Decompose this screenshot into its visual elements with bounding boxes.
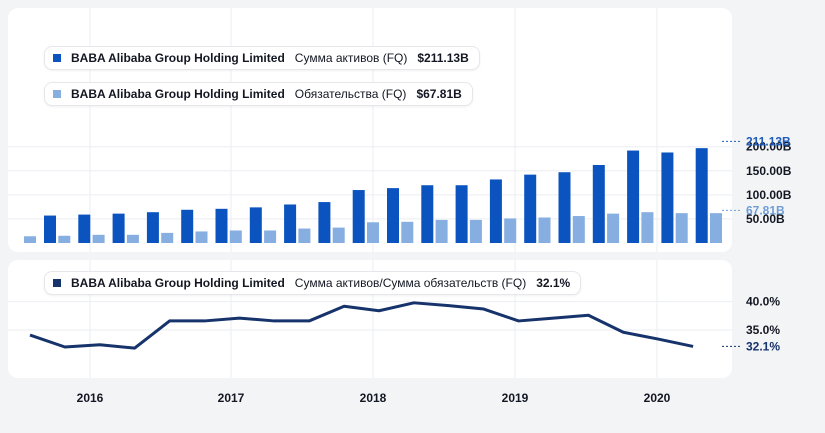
- last-value-liabilities: 67.81B: [746, 203, 785, 217]
- bar-assets-4: [181, 209, 194, 243]
- bar-assets-2: [112, 213, 125, 243]
- bar-assets-14: [524, 174, 537, 243]
- bar-assets-9: [352, 190, 365, 243]
- bar-liabilities-0: [24, 236, 36, 243]
- bar-assets-16: [592, 164, 605, 243]
- bar-assets-18: [661, 152, 674, 243]
- bar-liabilities-16: [572, 216, 585, 243]
- bar-liabilities-13: [469, 219, 482, 243]
- legend-liabilities-symbol: BABA Alibaba Group Holding Limited: [71, 87, 285, 101]
- bar-assets-11: [421, 185, 434, 243]
- xtick-1: 2017: [218, 391, 245, 405]
- bar-assets-0: [44, 215, 56, 243]
- legend-assets-symbol: BABA Alibaba Group Holding Limited: [71, 51, 285, 65]
- xtick-3: 2019: [502, 391, 529, 405]
- bar-assets-15: [558, 172, 571, 243]
- ytick-bottom-1: 40.0%: [746, 295, 780, 309]
- legend-ratio-swatch: [53, 279, 61, 287]
- bar-liabilities-18: [641, 212, 654, 243]
- last-value-assets: 211.13B: [746, 134, 791, 148]
- bar-liabilities-6: [229, 230, 242, 243]
- bar-assets-8: [318, 202, 331, 243]
- legend-ratio-value: 32.1%: [536, 276, 571, 290]
- bar-liabilities-15: [538, 217, 551, 243]
- bar-liabilities-9: [332, 227, 345, 243]
- bar-liabilities-8: [298, 228, 311, 243]
- legend-ratio-metric: Сумма активов/Сумма обязательств (FQ): [294, 276, 527, 290]
- ytick-top-0: 50.00B: [746, 212, 785, 226]
- bar-assets-7: [284, 204, 297, 243]
- line-layer: [29, 301, 694, 350]
- ytick-top-1: 100.00B: [746, 188, 792, 202]
- legend-liabilities[interactable]: BABA Alibaba Group Holding Limited Обяза…: [44, 82, 473, 106]
- bar-liabilities-14: [504, 218, 517, 243]
- bar-assets-1: [78, 214, 91, 243]
- ytick-top-3: 200.00B: [746, 140, 792, 154]
- legend-assets-swatch: [53, 54, 61, 62]
- bar-liabilities-2: [92, 234, 105, 243]
- bar-liabilities-3: [126, 234, 139, 243]
- legend-ratio-symbol: BABA Alibaba Group Holding Limited: [71, 276, 285, 290]
- legend-ratio[interactable]: BABA Alibaba Group Holding Limited Сумма…: [44, 271, 582, 295]
- bar-liabilities-1: [58, 235, 71, 243]
- legend-assets[interactable]: BABA Alibaba Group Holding Limited Сумма…: [44, 46, 480, 70]
- bar-liabilities-17: [607, 213, 620, 243]
- bar-assets-3: [146, 212, 159, 243]
- ytick-top-2: 150.00B: [746, 164, 792, 178]
- bar-liabilities-4: [161, 232, 174, 243]
- bar-layer: [24, 148, 722, 243]
- ytick-bottom-0: 35.0%: [746, 323, 780, 337]
- bar-assets-19: [695, 148, 708, 243]
- bar-liabilities-11: [401, 221, 414, 243]
- bar-assets-17: [627, 150, 640, 243]
- legend-assets-metric: Сумма активов (FQ): [294, 51, 408, 65]
- legend-liabilities-value: $67.81B: [416, 87, 462, 101]
- last-value-ratio: 32.1%: [746, 339, 780, 353]
- axis-layer: 50.00B 100.00B 150.00B 200.00B 35.0% 40.0% 211…: [77, 134, 792, 405]
- bar-assets-6: [249, 207, 262, 243]
- xtick-0: 2016: [77, 391, 104, 405]
- bar-liabilities-7: [264, 230, 277, 243]
- bar-assets-13: [489, 179, 502, 243]
- bar-assets-12: [455, 185, 468, 243]
- legend-liabilities-metric: Обязательства (FQ): [294, 87, 407, 101]
- legend-assets-value: $211.13B: [417, 51, 469, 65]
- bar-liabilities-12: [435, 219, 448, 243]
- xtick-2: 2018: [360, 391, 387, 405]
- bar-liabilities-19: [675, 213, 688, 243]
- xtick-4: 2020: [644, 391, 671, 405]
- bar-liabilities-5: [195, 231, 208, 243]
- bar-liabilities-10: [367, 222, 379, 243]
- ratio-series-line: [29, 301, 694, 350]
- legend-liabilities-swatch: [53, 90, 61, 98]
- bar-liabilities-20: [710, 213, 722, 243]
- bar-assets-5: [215, 208, 228, 243]
- bar-assets-10: [387, 188, 399, 243]
